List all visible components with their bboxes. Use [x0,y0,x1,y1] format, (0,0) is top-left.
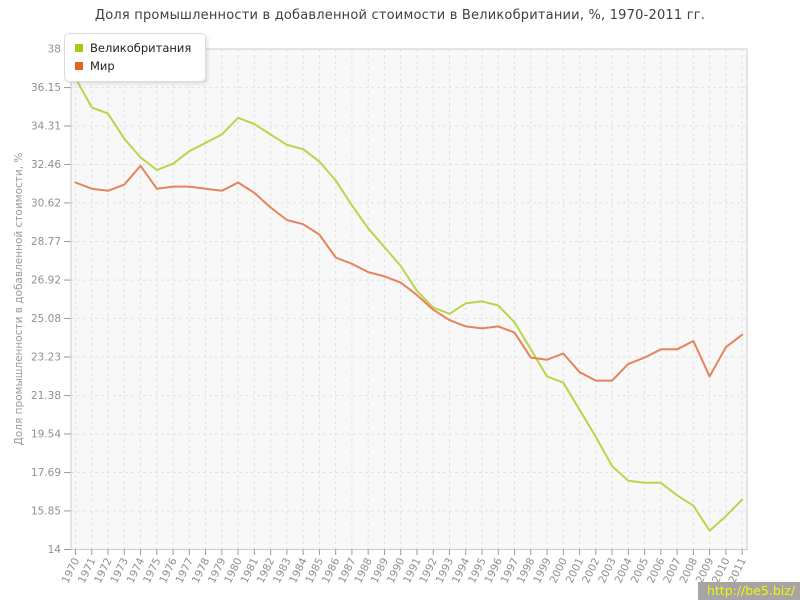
series-line-world [74,164,744,382]
y-tick-label: 36.15 [31,82,61,94]
legend-swatch-uk-icon [75,44,83,52]
legend-swatch-world-icon [75,62,83,70]
legend: Великобритания Мир [64,33,207,82]
watermark-link[interactable]: http://be5.biz/ [697,582,800,600]
legend-label-world: Мир [90,59,115,73]
plot-border [70,48,748,550]
legend-item-uk: Великобритания [75,39,191,57]
y-tick-label: 23.23 [31,352,61,364]
y-tick-label: 32.46 [31,159,61,171]
legend-item-world: Мир [75,57,191,75]
y-tick-label: 14 [48,544,62,556]
y-tick-label: 21.38 [31,390,61,402]
y-tick-label: 30.62 [31,197,61,209]
y-tick-label: 26.92 [31,275,61,287]
y-tick-label: 19.54 [31,428,61,440]
y-tick-label: 17.69 [31,467,61,479]
plot-background [71,49,747,550]
y-tick-label: 28.77 [31,236,61,248]
series-line-uk [74,77,744,532]
legend-label-uk: Великобритания [90,41,192,55]
chart-title: Доля промышленности в добавленной стоимо… [94,8,706,23]
y-tick-label: 15.85 [31,505,61,517]
y-tick-label: 38 [48,44,61,56]
y-tick-label: 34.31 [31,120,61,132]
y-axis-title: Доля промышленности в добавленной стоимо… [13,153,25,446]
y-tick-label: 25.08 [31,313,61,325]
